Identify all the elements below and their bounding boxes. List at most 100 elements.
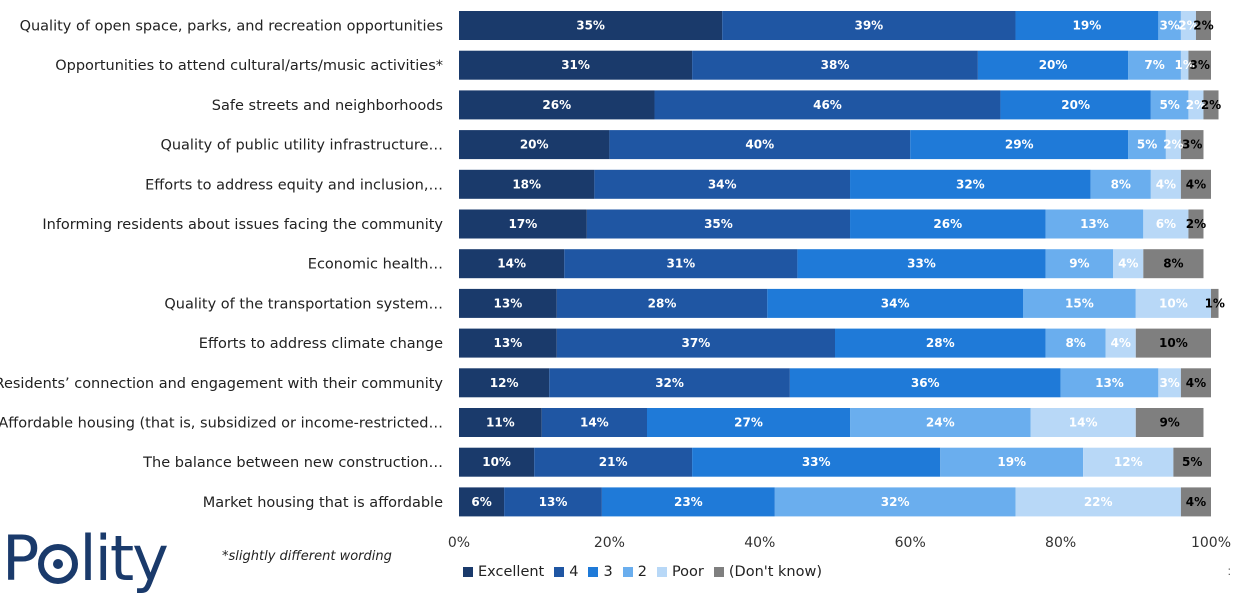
data-label: 4% — [1156, 177, 1176, 191]
legend-label: 4 — [569, 564, 579, 580]
data-label: 40% — [745, 138, 774, 152]
x-tick-label: 0% — [448, 535, 470, 551]
bar-segment — [1180, 368, 1211, 398]
bar-segment — [850, 169, 1091, 199]
bar-segment — [1083, 447, 1174, 477]
corner-mark: : — [1227, 564, 1231, 578]
data-label: 13% — [1095, 376, 1124, 390]
legend-swatch — [622, 567, 633, 577]
data-label: 46% — [813, 98, 842, 112]
data-label: 4% — [1111, 336, 1131, 350]
bar-segment — [459, 447, 535, 477]
data-label: 36% — [911, 376, 940, 390]
data-label: 39% — [854, 19, 883, 33]
bar-segment — [1173, 447, 1211, 477]
category-label: Informing residents about issues facing … — [42, 217, 443, 233]
data-label: 26% — [542, 98, 571, 112]
data-label: 4% — [1186, 376, 1206, 390]
data-label: 38% — [821, 58, 850, 72]
bar-segment — [692, 447, 941, 477]
data-label: 33% — [802, 455, 831, 469]
footnote: *slightly different wording — [222, 549, 392, 564]
data-label: 29% — [1005, 138, 1034, 152]
data-label: 9% — [1159, 416, 1179, 430]
data-label: 20% — [1039, 58, 1068, 72]
data-label: 13% — [1080, 217, 1109, 231]
bar-segment — [459, 288, 557, 318]
data-label: 3% — [1182, 138, 1202, 152]
data-label: 2% — [1178, 19, 1198, 33]
data-label: 10% — [1159, 296, 1188, 310]
bar-segment — [835, 328, 1046, 358]
bar-segment — [549, 368, 790, 398]
data-label: 2% — [1201, 98, 1221, 112]
bar-segment — [594, 169, 851, 199]
bar-segment — [654, 90, 1001, 120]
bar-segment — [459, 209, 587, 239]
bar-segment — [459, 368, 550, 398]
data-label: 22% — [1084, 495, 1113, 509]
category-labels: Quality of open space, parks, and recrea… — [0, 19, 443, 511]
legend-item: 2 — [622, 564, 647, 580]
bar-segment — [1045, 328, 1106, 358]
bar-segment — [774, 487, 1016, 517]
category-label: Efforts to address climate change — [199, 336, 443, 352]
bar-segment — [1135, 328, 1211, 358]
bar-segment — [459, 408, 542, 437]
data-label: 11% — [486, 416, 515, 430]
data-label: 4% — [1118, 257, 1138, 271]
bar-segment — [1180, 487, 1211, 517]
bar-segment — [1143, 249, 1204, 279]
legend-swatch — [554, 567, 565, 577]
bar-segment — [767, 288, 1023, 318]
data-label: 35% — [576, 19, 605, 33]
data-label: 5% — [1182, 455, 1202, 469]
bar-segment — [1195, 11, 1211, 40]
bar-segment — [1090, 169, 1151, 199]
data-label: 32% — [881, 495, 910, 509]
bar-segment — [1045, 249, 1114, 279]
bar-segment — [1045, 209, 1144, 239]
bar-segment — [541, 408, 647, 437]
data-label: 13% — [494, 336, 523, 350]
data-label: 35% — [704, 217, 733, 231]
bar-segment — [586, 209, 851, 239]
bar-segment — [797, 249, 1046, 279]
bar-segment — [1023, 288, 1136, 318]
category-label: Safe streets and neighborhoods — [212, 98, 443, 114]
data-label: 10% — [482, 455, 511, 469]
data-label: 28% — [648, 296, 677, 310]
data-label: 24% — [926, 416, 955, 430]
segment-value-labels: 35% 39% 19% 3%2%2%31% 38% 20% 7% 1%3%26% 46% 20% 5… — [471, 19, 1225, 509]
bar-segment — [556, 328, 835, 358]
bar-segment — [1150, 169, 1181, 199]
data-label: 1% — [1205, 296, 1225, 310]
category-label: Quality of public utility infrastructure… — [160, 138, 443, 154]
bar-segment — [1135, 408, 1204, 437]
legend-swatch — [588, 567, 599, 577]
data-label: 10% — [1159, 336, 1188, 350]
bar-segment — [1188, 90, 1204, 120]
data-label: 9% — [1069, 257, 1089, 271]
category-label: Quality of open space, parks, and recrea… — [20, 19, 443, 35]
legend-item: (Don't know) — [713, 564, 822, 580]
legend-item: Poor — [656, 564, 704, 580]
data-label: 8% — [1111, 177, 1131, 191]
data-label: 7% — [1144, 58, 1164, 72]
chart-legend: Excellent 4 3 2 Poor (Don't know) — [463, 564, 832, 580]
bar-segment — [1113, 249, 1144, 279]
data-label: 23% — [674, 495, 703, 509]
bar-segment — [1203, 90, 1219, 120]
legend-swatch — [713, 567, 724, 577]
category-label: Efforts to address equity and inclusion,… — [145, 177, 443, 193]
data-label: 37% — [682, 336, 711, 350]
x-tick-label: 20% — [594, 535, 625, 551]
x-tick-label: 60% — [895, 535, 926, 551]
bar-segments — [459, 11, 1219, 517]
data-label: 13% — [494, 296, 523, 310]
x-tick-label: 40% — [744, 535, 775, 551]
data-label: 20% — [1061, 98, 1090, 112]
category-label: Opportunities to attend cultural/arts/mu… — [55, 58, 443, 74]
bar-segment — [1158, 368, 1181, 398]
bar-segment — [647, 408, 851, 437]
